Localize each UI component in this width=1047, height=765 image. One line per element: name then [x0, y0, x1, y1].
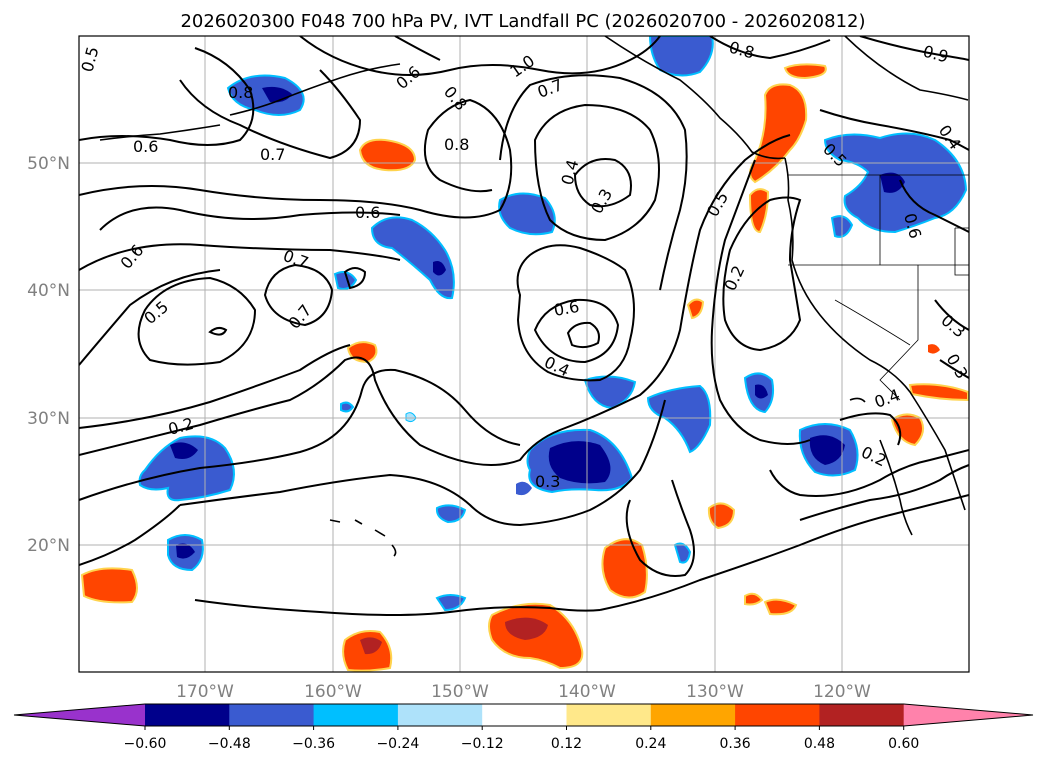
- shade-negative: [435, 594, 467, 612]
- contour-label: 0.8: [444, 135, 469, 154]
- lon-label: 130°W: [686, 682, 744, 702]
- shade-negative: [648, 36, 714, 77]
- colorbar-segment: [819, 704, 905, 726]
- contour-label: 0.6: [552, 297, 580, 320]
- lon-label: 120°W: [813, 682, 871, 702]
- shade-negative: [370, 216, 455, 300]
- colorbar: −0.60 −0.48 −0.36 −0.24 −0.12 0.12 0.24 0.36 0.4…: [13, 703, 1034, 752]
- shade-negative: [583, 375, 637, 410]
- figure-title: 2026020300 F048 700 hPa PV, IVT Landfall…: [180, 11, 865, 32]
- contour-label: 0.7: [260, 145, 285, 164]
- shade-positive-strong: [505, 617, 548, 640]
- colorbar-tick-label: 0.48: [804, 736, 835, 752]
- shade-positive: [686, 298, 705, 320]
- shade-positive: [749, 83, 808, 184]
- shade-positive-strong: [360, 637, 382, 655]
- pv-contours: [79, 36, 969, 616]
- shade-positive: [601, 538, 648, 599]
- colorbar-segment: [566, 704, 652, 726]
- lat-label: 40°N: [27, 281, 70, 301]
- lon-label: 140°W: [558, 682, 616, 702]
- shade-positive: [783, 63, 827, 80]
- colorbar-tick-label: −0.48: [208, 736, 251, 752]
- lon-label: 170°W: [176, 682, 234, 702]
- shade-negative: [673, 542, 692, 564]
- gridlines: [79, 36, 969, 672]
- contour-label: 0.8: [228, 83, 253, 102]
- colorbar-segment: [397, 704, 483, 726]
- lon-label: 160°W: [304, 682, 362, 702]
- shade-positive: [928, 344, 940, 354]
- colorbar-tick-label: 0.36: [720, 736, 751, 752]
- shade-negative: [340, 401, 355, 413]
- contour-label: 0.6: [355, 203, 380, 222]
- lat-label: 30°N: [27, 409, 70, 429]
- shade-negative-strong: [809, 435, 845, 465]
- lon-label: 150°W: [431, 682, 489, 702]
- map-frame: [78, 35, 970, 673]
- contour-label: 0.5: [78, 45, 103, 75]
- colorbar-tick-label: −0.24: [376, 736, 419, 752]
- shade-negative-strong: [433, 261, 446, 276]
- shade-negative: [498, 192, 556, 236]
- shade-negative: [435, 504, 467, 524]
- shade-positive: [908, 383, 969, 402]
- latitude-labels: 50°N 40°N 30°N 20°N: [27, 154, 70, 556]
- negative-shading: [138, 36, 968, 612]
- colorbar-extend-max: [903, 704, 1033, 726]
- colorbar-segment: [313, 704, 399, 726]
- shade-positive: [763, 598, 798, 616]
- lat-label: 20°N: [27, 536, 70, 556]
- shade-negative: [516, 481, 532, 496]
- shade-negative-strong: [755, 384, 768, 399]
- contour-label: 0.6: [133, 137, 158, 156]
- colorbar-tick-label: −0.60: [124, 736, 167, 752]
- colorbar-tick-label: 0.60: [888, 736, 919, 752]
- colorbar-segment: [650, 704, 736, 726]
- colorbar-tick-label: 0.24: [635, 736, 666, 752]
- shade-negative-strong: [176, 543, 195, 559]
- colorbar-tick-label: −0.36: [292, 736, 335, 752]
- lat-label: 50°N: [27, 154, 70, 174]
- colorbar-extend-min: [14, 704, 145, 726]
- shade-negative-strong: [880, 172, 905, 193]
- longitude-labels: 170°W 160°W 150°W 140°W 130°W 120°W: [176, 682, 871, 702]
- colorbar-segment: [735, 704, 820, 726]
- map-area: [79, 36, 969, 672]
- shade-positive: [748, 188, 770, 234]
- shade-positive: [744, 592, 764, 606]
- colorbar-tick-label: 0.12: [551, 736, 582, 752]
- shade-negative-strong: [170, 442, 198, 459]
- shade-positive: [80, 567, 138, 604]
- contour-label: 0.3: [535, 472, 560, 491]
- shade-negative-strong: [548, 441, 611, 484]
- colorbar-segment: [145, 704, 230, 726]
- shade-negative: [333, 271, 358, 290]
- colorbar-segment: [482, 704, 567, 726]
- colorbar-tick-label: −0.12: [461, 736, 504, 752]
- colorbar-segment: [229, 704, 315, 726]
